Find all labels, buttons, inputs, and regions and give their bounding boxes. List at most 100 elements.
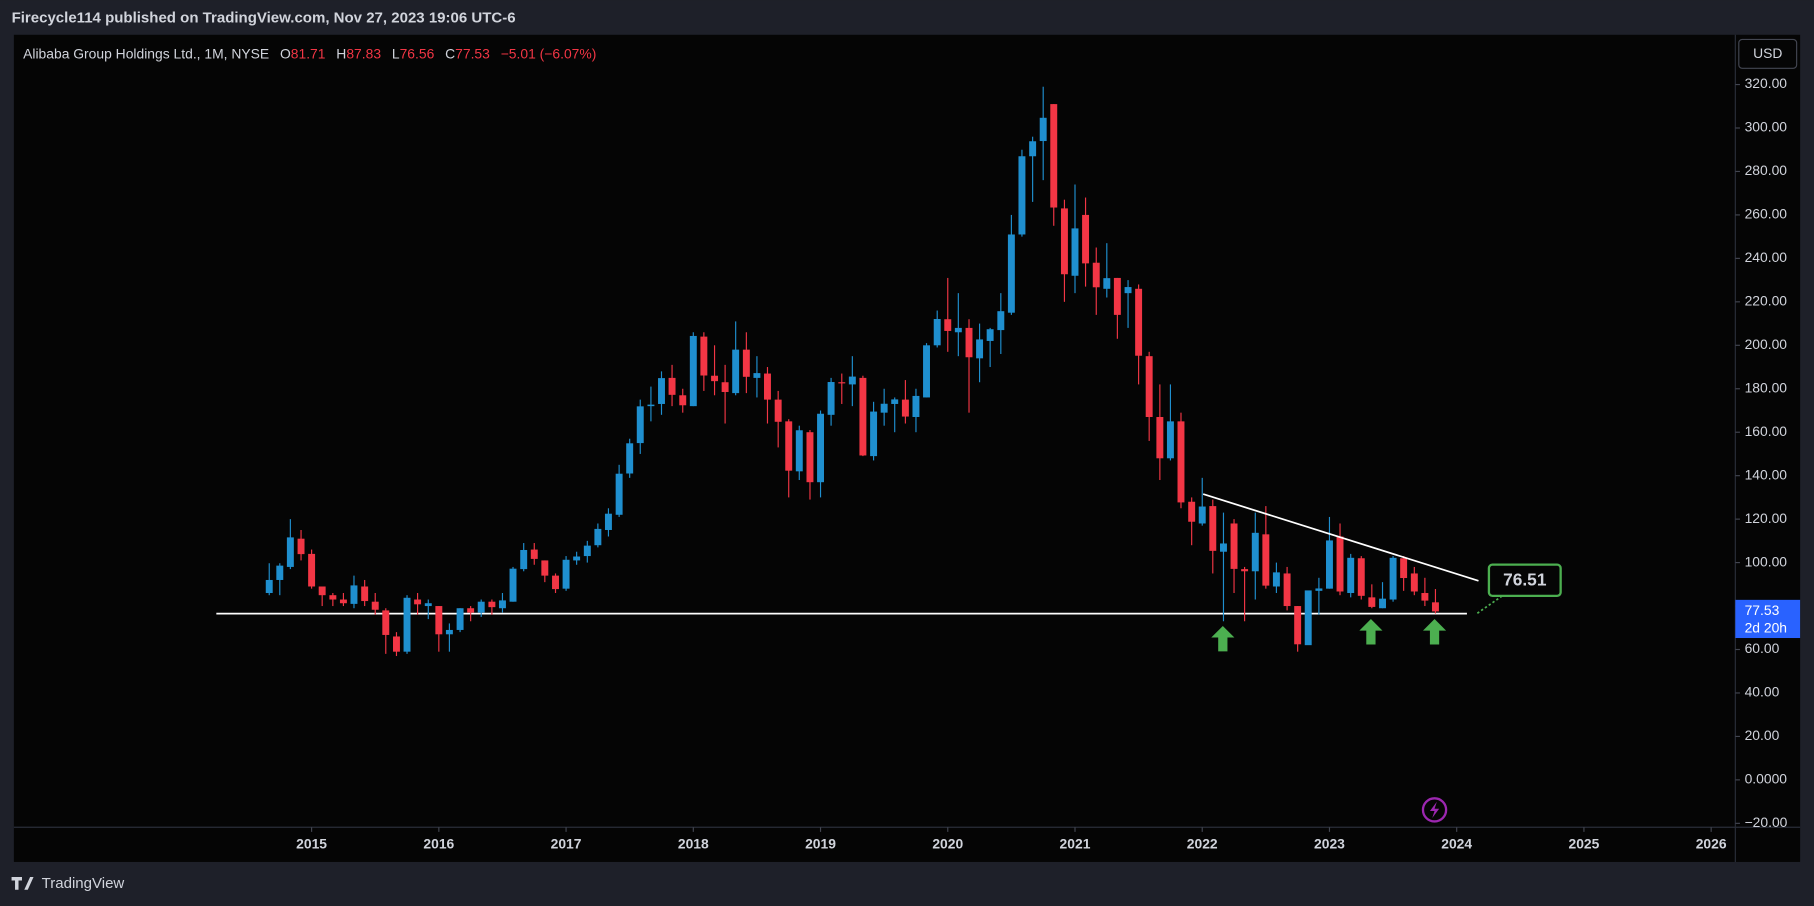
candle-body [583,545,591,557]
y-tick-label: 200.00 [1745,336,1788,352]
candle-body [827,382,835,415]
symbol-title: Alibaba Group Holdings Ltd., 1M, NYSE [23,45,269,61]
candle-body [308,553,316,587]
candle-body [1113,277,1121,315]
candle-body [541,560,549,576]
ohlc-value: 76.56 [400,45,435,61]
candle-body [1220,543,1227,552]
candle-body [1156,417,1164,459]
candle-body [520,549,528,570]
candle-body [1400,558,1408,579]
x-tick-label: 2025 [1568,835,1599,851]
ohlc-key: L [392,45,400,61]
candle-body [509,568,517,602]
event-icon[interactable] [1421,797,1448,823]
arrow-up [1211,625,1235,652]
candle-body [1188,501,1196,522]
y-tick-label: 40.00 [1745,684,1780,700]
candle-body [604,513,612,530]
currency-button[interactable] [1738,38,1798,69]
candle-body [997,311,1005,331]
candle-body [711,375,719,382]
candle-body [901,399,909,417]
y-tick-label: 320.00 [1745,75,1788,91]
candle-body [1209,506,1217,551]
candle-body [403,597,411,652]
y-tick-label: 100.00 [1745,553,1788,569]
x-tick-label: 2022 [1187,835,1218,851]
candle-body [1029,141,1037,157]
candle-body [1283,573,1291,607]
ohlc-key: H [336,45,346,61]
x-tick-label: 2019 [805,835,836,851]
y-tick-label: 20.00 [1745,727,1780,743]
last-price-label: 77.53 [1745,602,1780,618]
candle-body [774,399,782,422]
y-tick-label: 220.00 [1745,293,1788,309]
candle-body [1007,234,1015,313]
x-tick-label: 2026 [1696,835,1727,851]
candle-body [1103,278,1111,289]
y-tick-label: 160.00 [1745,423,1788,439]
candle-body [1124,287,1132,294]
candle-body [286,537,294,567]
candle-body [1410,573,1418,592]
countdown-label: 2d 20h [1745,619,1787,635]
candle-body [1431,602,1439,612]
x-tick-label: 2023 [1314,835,1345,851]
candle-body [859,377,867,456]
callout-pointer [1476,594,1505,614]
arrow-up [1359,619,1383,645]
candle-body [753,373,761,378]
y-tick-label: 180.00 [1745,379,1788,395]
candle-body [1071,228,1079,276]
candle-body [1272,572,1280,587]
candle-body [467,608,475,613]
candle-body [276,565,284,580]
candle-body [986,329,994,341]
candle-body [742,349,750,377]
candle-body [912,395,920,418]
last-price-box [1735,599,1801,639]
x-tick-label: 2020 [932,835,963,851]
event-icon-bolt [1429,801,1440,818]
candle-body [785,421,793,471]
candle-body [838,382,846,384]
trend-line [1202,493,1479,582]
candle-body [445,629,453,635]
candle-body [1145,356,1153,418]
candle-body [562,559,570,589]
candle-body [1039,117,1047,142]
candle-body [297,538,305,555]
candle-body [371,601,379,610]
candle-body [976,339,984,359]
x-tick-label: 2024 [1441,835,1472,851]
candle-body [965,327,973,358]
candle-body [880,403,888,413]
candle-body [732,349,740,394]
footer-logo [11,876,34,890]
y-tick-label: 120.00 [1745,510,1788,526]
candle-body [1241,569,1249,572]
candle-body [1336,536,1344,592]
x-tick-label: 2015 [296,835,327,851]
candle-body [1251,532,1259,572]
candle-body [1166,421,1174,459]
candle-body [1379,598,1386,609]
candle-body [700,336,708,376]
x-tick-label: 2017 [551,835,582,851]
candle-body [498,600,506,609]
y-tick-label: 60.00 [1745,640,1780,656]
candle-body [721,382,729,393]
candle-body [806,432,814,483]
candle-body [1082,214,1090,264]
candle-body [764,373,771,400]
plot-area: −20.000.000020.0040.0060.0080.00100.0012… [216,75,1788,851]
x-tick-label: 2016 [423,835,454,851]
y-tick-label: 0.0000 [1745,771,1788,787]
candle-body [1325,540,1333,589]
candle-body [361,586,369,602]
candle-body [817,413,825,483]
candle-body [265,579,273,594]
candle-body [488,601,496,608]
